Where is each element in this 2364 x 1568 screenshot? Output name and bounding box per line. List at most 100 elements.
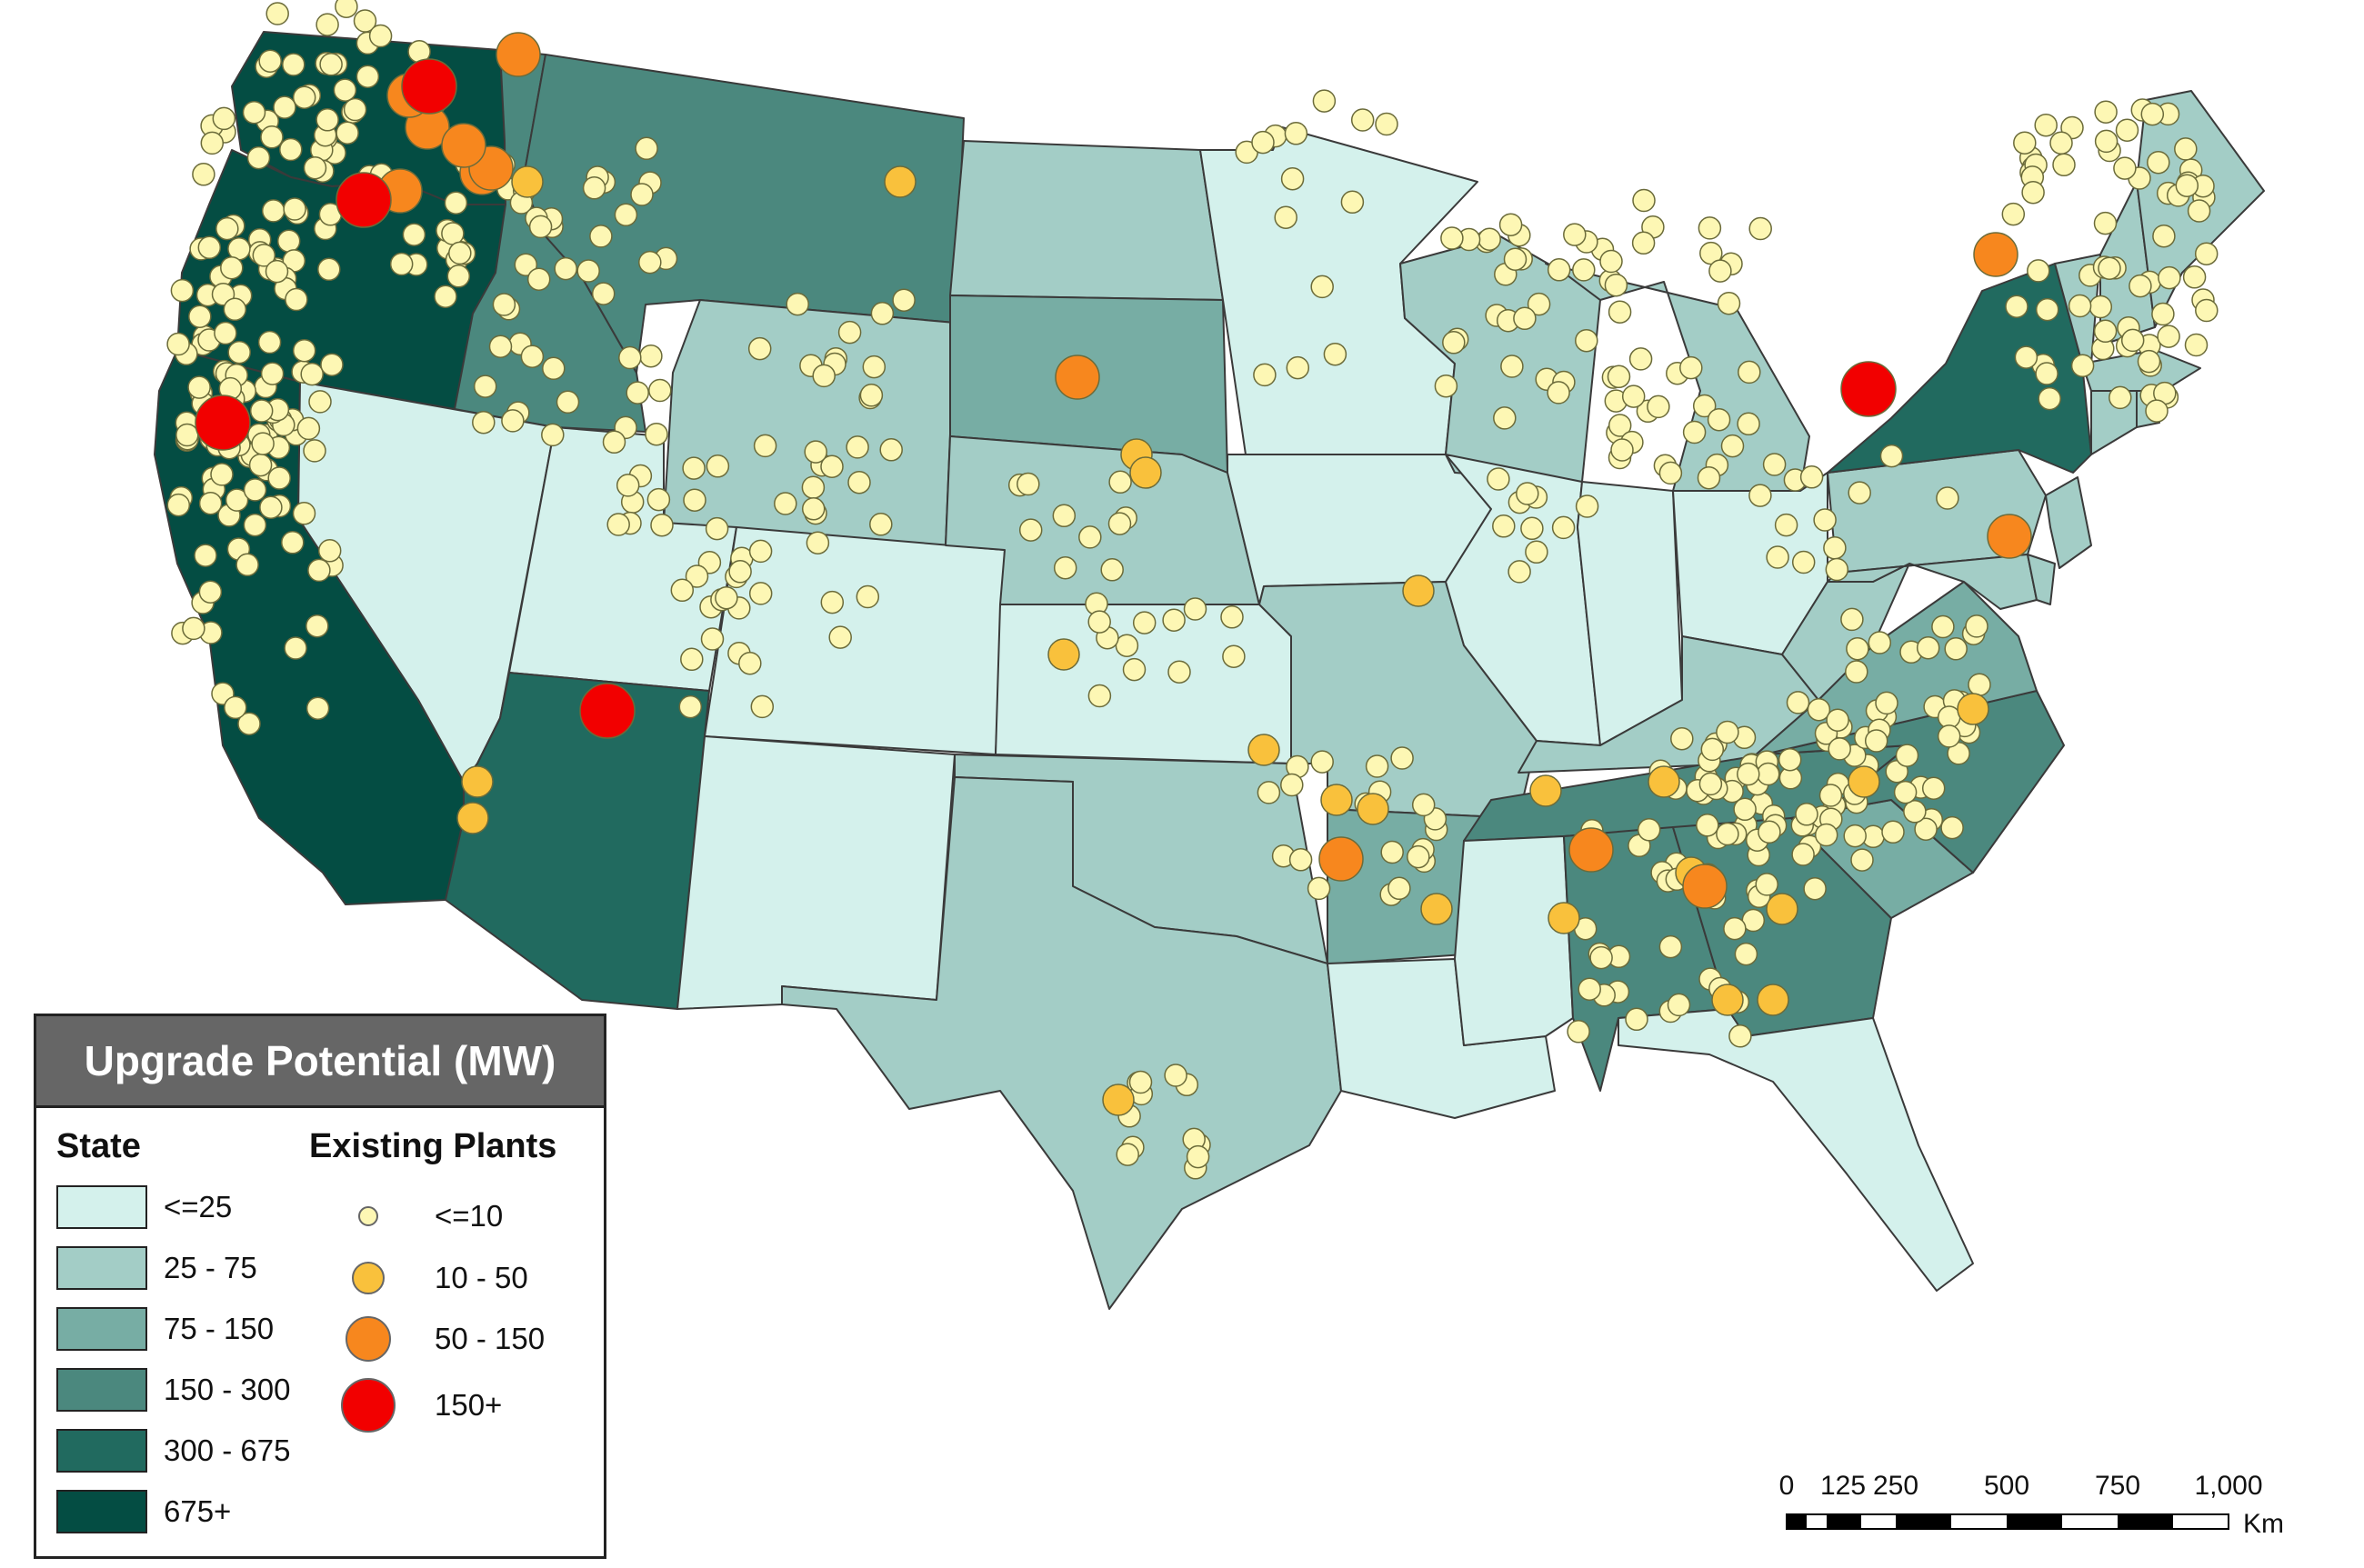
plant-marker (1716, 822, 1739, 846)
plant-marker (444, 191, 468, 215)
plant-marker (1791, 843, 1815, 866)
plant-marker (257, 330, 282, 355)
legend-plant-label: 50 - 150 (435, 1322, 546, 1355)
plant-marker (884, 165, 917, 198)
plant-marker (1737, 762, 1760, 786)
plant-marker (246, 145, 271, 170)
plants-layer (166, 0, 2219, 1180)
plant-marker (1826, 708, 1849, 732)
plant-marker (616, 474, 640, 497)
plant-marker (1818, 784, 1843, 807)
plant-marker (1516, 482, 1539, 505)
plant-marker (846, 435, 869, 459)
plant-marker (261, 199, 285, 223)
plant-marker (170, 278, 195, 303)
plant-marker (1167, 660, 1191, 684)
plant-marker (1965, 614, 1988, 638)
plant-marker (1578, 977, 1601, 1001)
plant-marker (389, 252, 414, 276)
plant-marker (2001, 202, 2026, 226)
plant-marker (820, 590, 845, 614)
plant-marker (1018, 518, 1043, 542)
plant-marker (602, 430, 626, 454)
plant-marker (614, 203, 638, 227)
plant-marker (1825, 557, 1849, 582)
plant-marker (1968, 673, 1991, 696)
plant-marker (473, 375, 497, 398)
plant-marker (1107, 512, 1132, 535)
plant-marker (1631, 231, 1656, 255)
plant-marker (1442, 331, 1466, 355)
plant-marker (1957, 693, 1989, 725)
plant-marker (1102, 1084, 1135, 1116)
plant-marker (1848, 765, 1880, 798)
legend: Upgrade Potential (MW) State Existing Pl… (34, 1014, 606, 1559)
plant-marker (2195, 298, 2219, 323)
plant-marker (303, 155, 327, 180)
plant-marker (1931, 614, 1955, 639)
plant-marker (2093, 211, 2118, 235)
plant-marker (1122, 657, 1147, 682)
plant-marker (542, 356, 566, 381)
plant-marker (2147, 150, 2170, 175)
plant-marker (879, 438, 903, 462)
plant-marker (237, 712, 261, 735)
plant-marker (1128, 1070, 1153, 1094)
plant-marker (1733, 797, 1757, 822)
legend-state-class: 25 - 75 (56, 1245, 257, 1291)
plant-marker (2038, 386, 2061, 411)
plant-marker (635, 136, 658, 161)
plant-marker (243, 513, 267, 537)
plant-marker (496, 32, 541, 77)
legend-state-label: <=25 (164, 1190, 233, 1223)
plant-marker (1632, 188, 1656, 213)
plant-marker (461, 765, 494, 798)
plant-marker (258, 49, 282, 73)
plant-marker (2187, 199, 2211, 223)
plant-marker (166, 332, 190, 356)
plant-marker (541, 423, 565, 447)
plant-marker (2021, 180, 2045, 205)
plant-marker (1766, 545, 1789, 569)
legend-plant-symbol (352, 1262, 385, 1294)
plant-marker (1850, 848, 1874, 872)
scale-tick-label: 0 (1778, 1471, 1795, 1501)
plant-marker (856, 584, 880, 609)
plant-marker (1786, 691, 1810, 714)
plant-marker (1357, 793, 1389, 825)
plant-marker (1758, 820, 1781, 844)
plant-marker (520, 345, 545, 368)
plant-marker (606, 513, 630, 536)
plant-marker (1667, 993, 1691, 1017)
scale-tick-label: 750 (2094, 1471, 2141, 1501)
plant-marker (1498, 213, 1523, 236)
plant-marker (630, 183, 654, 206)
plant-marker (292, 502, 316, 525)
plant-marker (1895, 744, 1919, 767)
plant-marker (1047, 638, 1080, 671)
plant-marker (1288, 848, 1313, 872)
legend-plant-class: <=10 (336, 1189, 503, 1243)
state-new-jersey (2045, 476, 2092, 569)
plant-marker (2194, 242, 2219, 265)
plant-marker (1087, 610, 1111, 634)
plant-marker (215, 216, 239, 241)
plant-marker (188, 305, 212, 328)
legend-state-label: 75 - 150 (164, 1312, 275, 1345)
plant-marker (556, 390, 580, 414)
plant-marker (1799, 465, 1824, 489)
plant-marker (753, 434, 777, 458)
plant-marker (336, 121, 359, 145)
plant-marker (279, 137, 303, 162)
plant-marker (285, 287, 308, 312)
plant-marker (1803, 876, 1827, 901)
plant-marker (847, 470, 871, 494)
plant-marker (1944, 637, 1968, 661)
legend-state-label: 150 - 300 (164, 1373, 291, 1406)
plant-marker (705, 516, 729, 541)
plant-marker (242, 100, 266, 125)
plant-marker (1310, 750, 1334, 774)
plant-marker (1108, 470, 1132, 494)
plant-marker (700, 627, 725, 651)
